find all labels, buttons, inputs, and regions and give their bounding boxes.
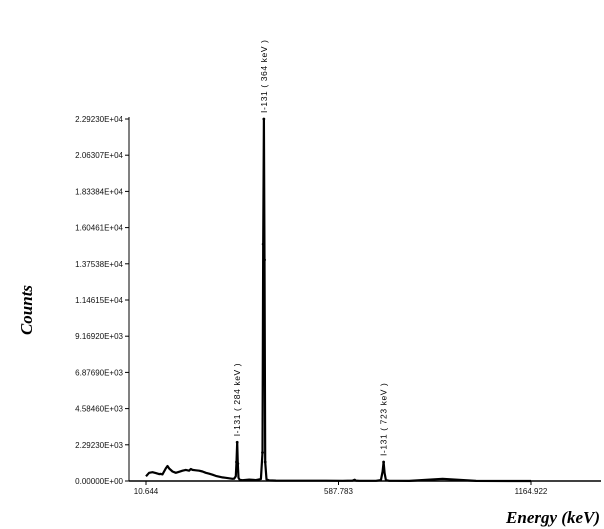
y-tick-label: 2.29230E+04 bbox=[75, 115, 123, 124]
y-tick-label: 1.60461E+04 bbox=[75, 224, 123, 233]
y-axis: 0.00000E+00 2.29230E+03 4.58460E+03 6.87690… bbox=[75, 115, 130, 486]
y-axis-title: Counts bbox=[17, 285, 36, 335]
data-point bbox=[263, 460, 267, 464]
data-point bbox=[262, 117, 266, 121]
data-point bbox=[235, 440, 239, 444]
plot-area bbox=[145, 117, 531, 483]
y-tick-label: 0.00000E+00 bbox=[75, 477, 123, 486]
y-tick-label: 2.29230E+03 bbox=[75, 441, 123, 450]
x-tick-label: 1164.922 bbox=[515, 487, 548, 496]
x-axis: 10.644 587.783 1164.922 bbox=[129, 480, 601, 496]
peak-label: I-131 ( 723 keV ) bbox=[379, 383, 389, 457]
data-point bbox=[261, 242, 265, 246]
x-axis-title: Energy (keV) bbox=[505, 508, 600, 527]
peak-label: I-131 ( 284 keV ) bbox=[232, 363, 242, 437]
x-tick-label: 587.783 bbox=[324, 487, 353, 496]
y-tick-label: 4.58460E+03 bbox=[75, 405, 123, 414]
data-point bbox=[236, 462, 240, 466]
peak-label: I-131 ( 364 keV ) bbox=[259, 39, 269, 113]
y-tick-label: 2.06307E+04 bbox=[75, 151, 123, 160]
data-point bbox=[382, 460, 386, 464]
y-tick-label: 9.16920E+03 bbox=[75, 332, 123, 341]
y-tick-label: 1.14615E+04 bbox=[75, 296, 123, 305]
data-point bbox=[261, 451, 264, 454]
peak-annotations: I-131 ( 284 keV ) I-131 ( 364 keV ) I-131 … bbox=[232, 39, 388, 456]
data-point bbox=[263, 258, 266, 262]
y-tick-label: 1.37538E+04 bbox=[75, 260, 123, 269]
spectrum-line bbox=[145, 117, 531, 483]
y-tick-label: 6.87690E+03 bbox=[75, 368, 123, 377]
y-tick-label: 1.83384E+04 bbox=[75, 187, 123, 196]
x-tick-label: 10.644 bbox=[134, 487, 159, 496]
